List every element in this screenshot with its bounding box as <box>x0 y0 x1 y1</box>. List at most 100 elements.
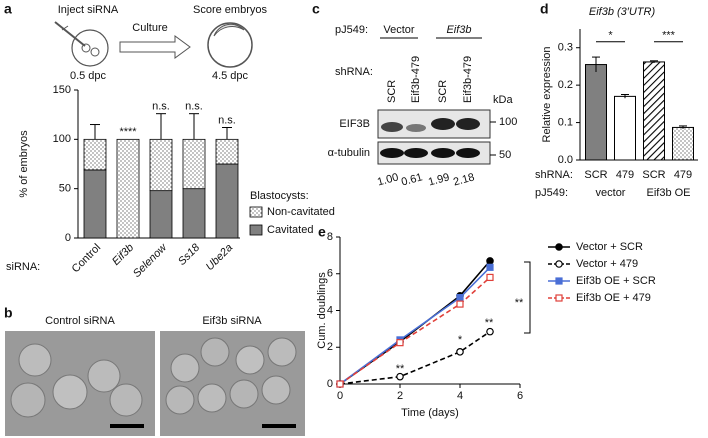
legend-marker <box>555 260 563 268</box>
bar <box>643 61 665 161</box>
data-point <box>456 300 464 308</box>
y-tick-label: 100 <box>53 133 71 145</box>
micrographs <box>5 331 305 436</box>
significance: * <box>458 334 463 346</box>
legend-marker <box>555 243 563 251</box>
data-point <box>456 294 464 302</box>
data-point <box>486 327 494 336</box>
x-tick-label: 4 <box>457 390 463 402</box>
series-line <box>339 330 491 385</box>
band-marker: 50 <box>499 149 511 161</box>
panel-label: c <box>312 1 320 17</box>
bar-segment <box>215 163 239 239</box>
legend-label: Eif3b OE + SCR <box>576 275 656 287</box>
bar <box>585 64 607 161</box>
x-axis-label: Time (days) <box>401 407 459 419</box>
bar <box>614 95 636 161</box>
blot-unit: kDa <box>493 94 513 106</box>
x-tick-label: Control <box>70 242 104 276</box>
data-point <box>396 372 404 381</box>
micrograph-title: Eif3b siRNA <box>202 315 262 327</box>
blot-row-label: shRNA: <box>335 66 373 78</box>
legend-marker <box>555 277 563 285</box>
data-point <box>396 339 404 347</box>
x-tick-label: Ss18 <box>176 241 203 268</box>
significance-bracket <box>524 261 531 334</box>
bar-segment <box>83 169 107 239</box>
band-name: α-tubulin <box>328 147 370 159</box>
lane-label: SCR <box>437 80 449 103</box>
x-tick-label: Eif3b <box>110 242 136 268</box>
bar-segment <box>215 138 239 165</box>
x-tick-label: 2 <box>397 390 403 402</box>
legend-marker <box>555 294 563 302</box>
y-tick-label: 50 <box>59 183 71 195</box>
legend-swatch <box>249 224 263 236</box>
band-quantification: 1.99 <box>427 171 451 188</box>
y-tick-label: 0.2 <box>558 79 573 91</box>
schematic-stage: 0.5 dpc <box>70 70 107 82</box>
band-quantification: 2.18 <box>452 171 476 188</box>
significance: ** <box>515 297 524 309</box>
panel-label: b <box>4 305 13 321</box>
significance: *** <box>662 30 676 42</box>
panel-label: e <box>318 224 326 240</box>
x-prefix: siRNA: <box>6 261 40 273</box>
data-point <box>456 348 464 356</box>
x-tick-label: 479 <box>616 169 634 181</box>
bar-segment <box>182 188 206 239</box>
x-tick-label: 479 <box>674 169 692 181</box>
x-tick-label: Ube2a <box>204 242 235 273</box>
significance: n.s. <box>185 101 203 113</box>
x-tick-label: 6 <box>517 390 523 402</box>
row-label: shRNA: <box>535 169 573 181</box>
group-label: vector <box>596 187 626 199</box>
legend-label: Vector + 479 <box>576 258 638 270</box>
data-point <box>336 380 344 388</box>
lane-label: SCR <box>386 80 398 103</box>
significance: ** <box>396 363 405 375</box>
x-tick-label: Selenow <box>131 241 170 280</box>
band-name: EIF3B <box>339 118 370 130</box>
y-tick-label: 0.0 <box>558 154 573 166</box>
band-quantification: 1.00 <box>376 171 400 188</box>
band-quantification: 0.61 <box>400 171 424 188</box>
western-blot <box>377 37 491 165</box>
series-line <box>339 260 491 385</box>
panel-label: a <box>4 1 12 17</box>
y-axis-label: Relative expression <box>541 47 553 143</box>
bar-segment <box>182 138 206 190</box>
legend-label: Vector + SCR <box>576 241 643 253</box>
plasmid-group: Eif3b <box>446 24 471 36</box>
band-marker: 100 <box>499 116 517 128</box>
y-tick-label: 2 <box>327 341 333 353</box>
significance: **** <box>119 126 137 138</box>
significance: n.s. <box>218 114 236 126</box>
legend-label: Non-cavitated <box>267 206 335 218</box>
bar-segment <box>149 190 173 239</box>
y-tick-label: 0.1 <box>558 116 573 128</box>
bar-segment <box>83 138 107 171</box>
panel-label: d <box>540 1 549 17</box>
schematic-step: Inject siRNA <box>58 4 119 16</box>
y-tick-label: 4 <box>327 304 333 316</box>
data-point <box>486 273 494 282</box>
micrograph-title: Control siRNA <box>45 315 115 327</box>
group-label: Eif3b OE <box>646 187 690 199</box>
legend-label: Cavitated <box>267 224 313 236</box>
bar-segment <box>149 138 173 192</box>
row-label: pJ549: <box>535 187 568 199</box>
y-tick-label: 8 <box>327 231 333 243</box>
chart-title: Eif3b (3′UTR) <box>589 6 656 18</box>
lane-label: Eif3b-479 <box>410 56 422 103</box>
x-tick-label: SCR <box>584 169 607 181</box>
significance: ** <box>485 317 494 329</box>
series-line <box>339 266 491 385</box>
y-tick-label: 6 <box>327 268 333 280</box>
x-tick-label: 0 <box>337 390 343 402</box>
bar <box>672 126 694 161</box>
legend-label: Eif3b OE + 479 <box>576 292 651 304</box>
significance: n.s. <box>152 101 170 113</box>
y-tick-label: 0 <box>327 378 333 390</box>
